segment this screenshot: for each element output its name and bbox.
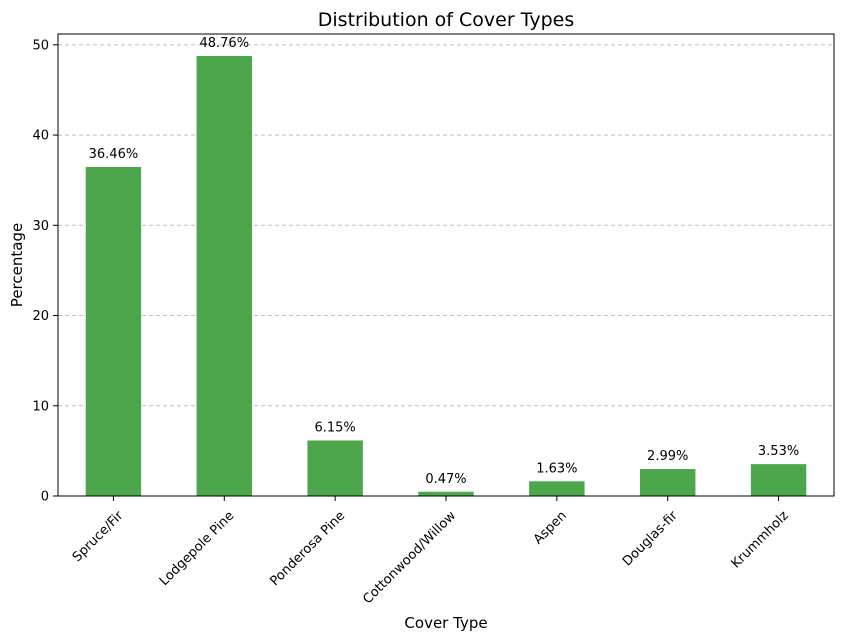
x-tick-label: Lodgepole Pine	[157, 508, 237, 588]
bar	[529, 481, 585, 496]
bar	[418, 491, 474, 496]
bar-data-label: 48.76%	[199, 36, 249, 51]
grid-lines	[58, 44, 834, 407]
bar	[85, 167, 142, 496]
y-tick-label: 50	[32, 38, 49, 53]
x-tick-label: Douglas-fir	[620, 508, 681, 569]
bar-data-label: 2.99%	[647, 449, 688, 464]
bar-data-labels: 36.46% 48.76% 6.15% 0.47% 1.63% 2.99% 3.53%	[89, 36, 800, 487]
x-tick-label: Spruce/Fir	[70, 508, 127, 565]
bar-data-label: 3.53%	[758, 444, 799, 459]
y-tick-label: 20	[32, 309, 49, 324]
bar-data-label: 0.47%	[425, 472, 466, 487]
x-axis-label: Cover Type	[404, 614, 487, 632]
x-tick-label: Cottonwood/Willow	[360, 508, 459, 607]
bar-data-label: 1.63%	[536, 461, 577, 476]
y-tick-label: 10	[32, 399, 49, 414]
x-tick-label: Aspen	[531, 508, 570, 547]
x-tick-label: Ponderosa Pine	[268, 508, 349, 589]
bars	[85, 56, 807, 497]
bar-data-label: 6.15%	[314, 421, 355, 436]
bar-data-label: 36.46%	[89, 147, 139, 162]
y-tick-label: 0	[41, 490, 49, 505]
bar	[307, 440, 363, 496]
y-tick-label: 40	[32, 129, 49, 144]
bar	[196, 56, 252, 497]
plot-frame	[57, 33, 835, 497]
bar	[750, 464, 807, 496]
y-axis-label: Percentage	[8, 223, 26, 307]
x-axis-ticks: Spruce/Fir Lodgepole Pine Ponderosa Pine Co…	[70, 496, 792, 607]
chart-title: Distribution of Cover Types	[318, 9, 574, 31]
y-tick-label: 30	[32, 219, 49, 234]
y-axis-ticks: 0 10 20 30 40 50	[32, 38, 58, 505]
bar	[640, 469, 696, 496]
x-tick-label: Krummholz	[729, 508, 792, 571]
